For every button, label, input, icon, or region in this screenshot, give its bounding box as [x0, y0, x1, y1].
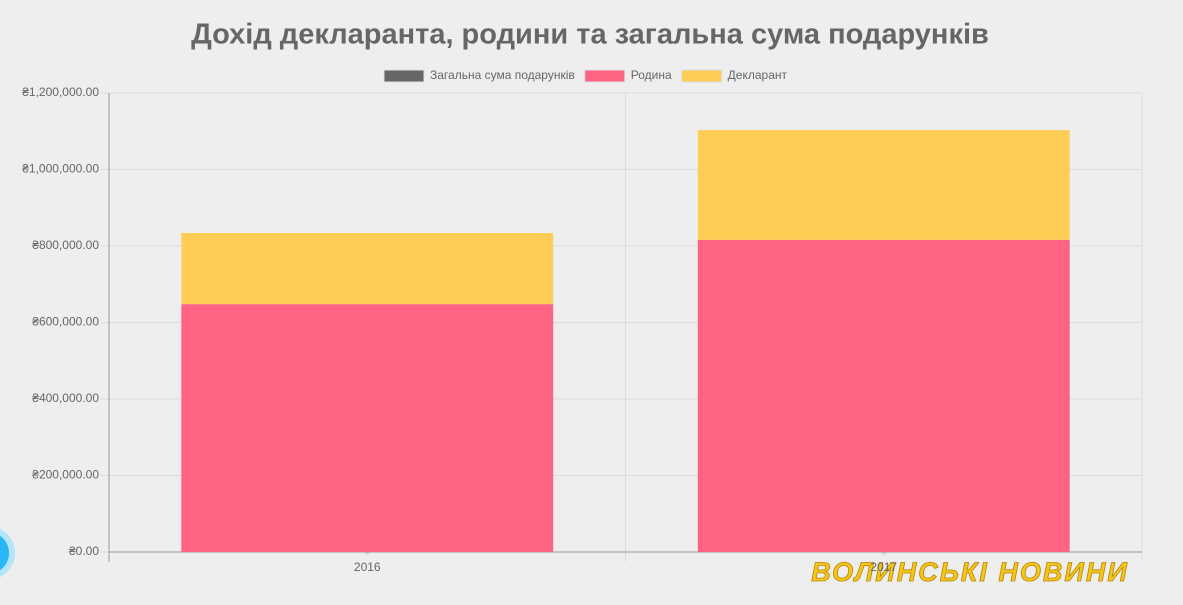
watermark: ВОЛИНСЬКІ НОВИНИ: [811, 557, 1129, 587]
legend-swatch: [584, 69, 626, 83]
legend-label: Родина: [631, 68, 672, 82]
x-tick-label: 2016: [354, 560, 381, 574]
decoration: [0, 528, 15, 578]
bar-segment: [697, 130, 1070, 240]
chart-title: Дохід декларанта, родини та загальна сум…: [191, 19, 989, 51]
y-tick-label: ₴1,200,000.00: [22, 85, 99, 99]
legend-swatch: [383, 69, 425, 83]
bar-segment: [181, 304, 554, 552]
y-tick-label: ₴800,000.00: [32, 238, 99, 252]
legend-label: Декларант: [728, 68, 788, 82]
bar-segment: [181, 232, 554, 305]
y-tick-label: ₴200,000.00: [32, 468, 99, 482]
legend-swatch: [681, 69, 723, 83]
y-tick-label: ₴1,000,000.00: [22, 162, 99, 176]
y-tick-label: ₴400,000.00: [32, 391, 99, 405]
y-tick-label: ₴600,000.00: [32, 315, 99, 329]
legend-label: Загальна сума подарунків: [430, 68, 575, 82]
legend-item: Декларант: [681, 68, 788, 83]
legend-item: Загальна сума подарунків: [383, 68, 575, 83]
bar-segment: [697, 239, 1070, 552]
legend-item: Родина: [584, 68, 672, 83]
x-tick-label: 2017: [870, 560, 897, 574]
legend: Загальна сума подарунків Родина Декларант: [383, 68, 788, 83]
y-tick-label: ₴0.00: [69, 544, 99, 558]
